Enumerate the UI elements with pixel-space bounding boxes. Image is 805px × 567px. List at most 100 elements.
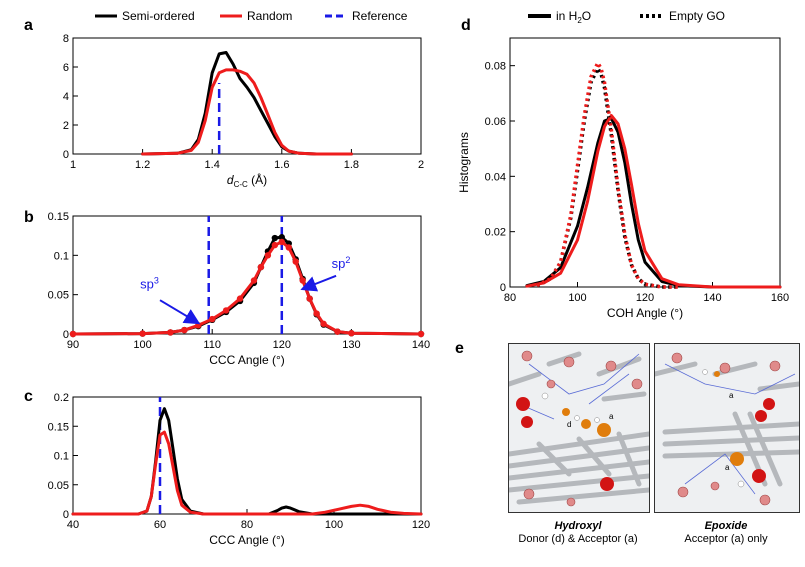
annotation-label: sp2 xyxy=(332,255,351,271)
data-point xyxy=(299,277,306,284)
series-line-0 xyxy=(71,407,423,516)
acceptor-mark: a xyxy=(725,463,730,472)
donor-mark: d xyxy=(567,420,571,429)
data-point xyxy=(250,277,258,284)
hydroxyl-snapshot: d a xyxy=(508,343,650,513)
panel-label: e xyxy=(455,340,464,357)
x-tick-label: 100 xyxy=(325,519,343,531)
epoxide-snapshot: a a xyxy=(654,343,800,513)
x-tick-label: 80 xyxy=(241,519,253,531)
data-point xyxy=(236,295,244,302)
data-point xyxy=(181,326,188,334)
x-tick-label: 100 xyxy=(133,339,151,351)
x-tick-label: 40 xyxy=(67,519,79,531)
legend-label: Semi-ordered xyxy=(122,9,195,23)
x-tick-label: 90 xyxy=(67,339,79,351)
panel-a: a 1 1.2 1.4 1.6 1.8 2 0 2 4 6 8 dC-C (Å) xyxy=(24,17,424,189)
epoxide-caption: Epoxide Acceptor (a) only xyxy=(650,520,802,546)
data-point xyxy=(257,263,265,271)
panel-label: d xyxy=(461,17,471,34)
y-tick-label: 2 xyxy=(63,120,69,132)
series-line-3 xyxy=(536,61,679,289)
hydroxyl-caption: Hydroxyl Donor (d) & Acceptor (a) xyxy=(502,520,654,546)
panel-b: b 90 100 110 120 130 140 0 0.05 0.1 0.15 CCC Angle … xyxy=(24,209,430,367)
legend-label: Empty GO xyxy=(669,9,725,23)
panel-label: a xyxy=(24,17,33,34)
x-tick-label: 1.8 xyxy=(344,159,359,171)
x-tick-label: 130 xyxy=(342,339,360,351)
x-tick-label: 120 xyxy=(636,292,654,304)
data-point xyxy=(285,244,292,251)
y-tick-label: 0.05 xyxy=(48,480,69,492)
x-tick-label: 120 xyxy=(412,519,430,531)
epoxide-title: Epoxide xyxy=(704,520,748,532)
plot-frame xyxy=(72,396,422,515)
x-tick-label: 1.6 xyxy=(274,159,289,171)
x-axis-label: COH Angle (°) xyxy=(607,306,683,320)
y-tick-label: 4 xyxy=(63,91,69,103)
data-point xyxy=(271,241,279,249)
y-tick-label: 6 xyxy=(63,62,69,74)
data-point xyxy=(264,252,272,259)
x-axis-label: CCC Angle (°) xyxy=(209,353,285,367)
data-point xyxy=(139,330,146,337)
legend-label: Random xyxy=(247,9,292,23)
y-tick-label: 0.15 xyxy=(48,211,69,223)
y-tick-label: 0.05 xyxy=(48,290,69,302)
y-tick-label: 0.06 xyxy=(485,116,506,128)
data-point xyxy=(271,234,279,242)
hydroxyl-structure: d a xyxy=(509,350,649,507)
panel-d: d 80 100 120 140 160 0 0.02 0.04 0.06 0.08 COH Angl… xyxy=(457,17,789,320)
panel-c: c 40 60 80 100 120 0 0.05 0.1 0.15 0.2 CCC Angle (°… xyxy=(24,388,430,547)
x-tick-label: 1.4 xyxy=(205,159,220,171)
y-tick-label: 0.2 xyxy=(54,392,69,404)
data-point xyxy=(222,307,230,314)
y-tick-label: 8 xyxy=(63,33,69,45)
x-axis-label: dC-C (Å) xyxy=(227,172,267,189)
data-point xyxy=(278,238,285,246)
legend-label: Reference xyxy=(352,9,408,23)
legend-label: in H2O xyxy=(556,9,591,25)
data-point xyxy=(167,329,174,336)
y-tick-label: 0.1 xyxy=(54,451,69,463)
data-point xyxy=(320,320,327,327)
plot-frame xyxy=(72,37,422,155)
sp3-arrow xyxy=(159,299,201,325)
plot-frame xyxy=(72,215,422,335)
series-line-1 xyxy=(71,240,423,336)
x-tick-label: 140 xyxy=(412,339,430,351)
x-tick-label: 100 xyxy=(568,292,586,304)
data-point xyxy=(306,295,313,302)
series-line-1 xyxy=(141,68,353,156)
x-tick-label: 2 xyxy=(418,159,424,171)
x-tick-label: 1 xyxy=(70,159,76,171)
y-tick-label: 0 xyxy=(500,282,506,294)
data-point xyxy=(334,328,341,335)
y-tick-label: 0 xyxy=(63,149,69,161)
y-tick-label: 0.15 xyxy=(48,421,69,433)
data-point xyxy=(278,234,285,241)
acceptor-mark: a xyxy=(609,412,614,421)
hydroxyl-title: Hydroxyl xyxy=(554,520,602,532)
y-axis-label: Histograms xyxy=(457,132,471,193)
series-line-1 xyxy=(525,114,782,289)
data-point xyxy=(195,322,202,329)
annotation-label: sp3 xyxy=(140,275,159,291)
series-line-0 xyxy=(525,116,782,289)
x-tick-label: 110 xyxy=(203,339,221,351)
acceptor-mark: a xyxy=(729,391,734,400)
data-point xyxy=(348,330,355,337)
epoxide-subtitle: Acceptor (a) only xyxy=(684,533,768,545)
epoxide-structure: a a xyxy=(655,352,799,506)
x-tick-label: 120 xyxy=(273,339,291,351)
y-tick-label: 0.08 xyxy=(485,61,506,73)
panel-label: c xyxy=(24,388,33,405)
y-tick-label: 0.04 xyxy=(485,171,506,183)
y-tick-label: 0.1 xyxy=(54,250,69,262)
y-tick-label: 0 xyxy=(63,329,69,341)
x-tick-label: 80 xyxy=(504,292,516,304)
x-tick-label: 60 xyxy=(154,519,166,531)
x-tick-label: 140 xyxy=(703,292,721,304)
series-line-1 xyxy=(71,430,423,516)
data-point xyxy=(209,315,216,323)
